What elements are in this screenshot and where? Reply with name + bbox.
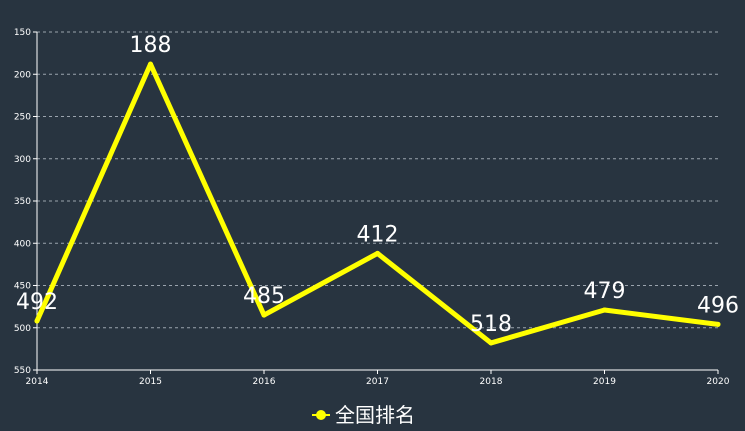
data-labels: 492 188 485 412 518 479 496 bbox=[16, 33, 739, 337]
x-tick-label: 2018 bbox=[480, 377, 503, 387]
legend-dot-marker bbox=[316, 410, 326, 420]
data-label: 518 bbox=[470, 312, 512, 337]
data-label: 496 bbox=[697, 293, 739, 318]
y-tick-label: 250 bbox=[14, 113, 31, 123]
data-point[interactable] bbox=[148, 61, 153, 67]
series-lines bbox=[34, 61, 721, 346]
y-axis-ticks: 150 200 250 300 350 400 450 500 550 bbox=[14, 28, 37, 376]
x-axis-ticks: 2014 2015 2016 2017 2018 2019 2020 bbox=[26, 370, 730, 387]
y-tick-label: 500 bbox=[14, 324, 31, 334]
y-tick-label: 450 bbox=[14, 282, 31, 292]
legend-label[interactable]: 全国排名 bbox=[335, 403, 415, 427]
y-tick-label: 150 bbox=[14, 28, 31, 38]
y-tick-label: 400 bbox=[14, 239, 31, 249]
y-tick-label: 300 bbox=[14, 155, 31, 165]
y-tick-label: 350 bbox=[14, 197, 31, 207]
x-tick-label: 2020 bbox=[707, 377, 730, 387]
data-point[interactable] bbox=[488, 340, 494, 346]
y-tick-label: 550 bbox=[14, 366, 31, 376]
data-label: 479 bbox=[584, 279, 626, 304]
data-label: 188 bbox=[130, 33, 172, 58]
data-label: 485 bbox=[243, 284, 285, 309]
data-point[interactable] bbox=[375, 250, 380, 256]
data-point[interactable] bbox=[715, 321, 721, 327]
x-tick-label: 2019 bbox=[593, 377, 616, 387]
data-label: 412 bbox=[357, 222, 399, 247]
x-tick-label: 2016 bbox=[253, 377, 276, 387]
data-point[interactable] bbox=[602, 307, 607, 313]
data-point[interactable] bbox=[34, 318, 40, 324]
data-label: 492 bbox=[16, 290, 58, 315]
x-tick-label: 2017 bbox=[366, 377, 389, 387]
x-tick-label: 2014 bbox=[26, 377, 49, 387]
data-point[interactable] bbox=[261, 312, 267, 318]
y-tick-label: 200 bbox=[14, 70, 31, 80]
x-tick-label: 2015 bbox=[139, 377, 162, 387]
legend[interactable]: 全国排名 bbox=[312, 403, 415, 427]
